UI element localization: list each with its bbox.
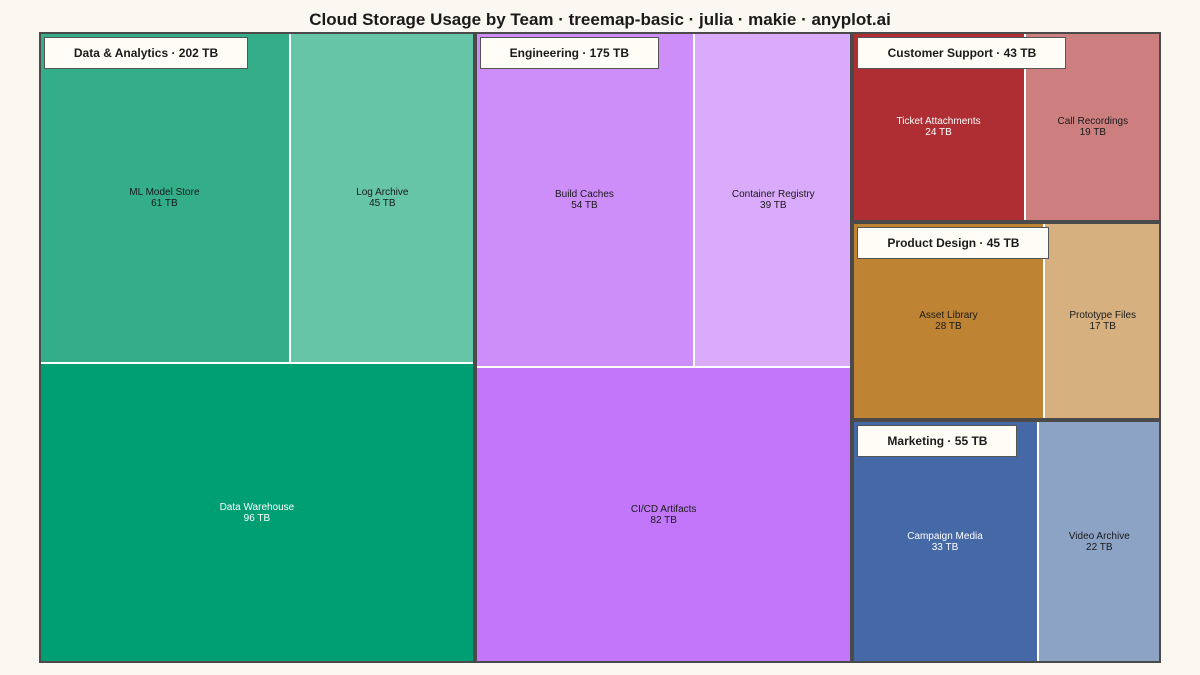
leaf-name-label: CI/CD Artifacts xyxy=(630,504,697,516)
group-label-customer-support: Customer Support · 43 TB xyxy=(857,37,1067,69)
treemap-leaf-prototype-files[interactable]: Prototype Files 17 TB xyxy=(1044,221,1161,421)
treemap-leaf-video-archive[interactable]: Video Archive 22 TB xyxy=(1037,420,1161,663)
leaf-value-label: 19 TB xyxy=(1079,126,1107,138)
leaf-value-label: 17 TB xyxy=(1089,321,1116,333)
treemap-leaf-data-warehouse[interactable]: Data Warehouse 96 TB xyxy=(39,363,475,663)
leaf-value-label: 22 TB xyxy=(1086,541,1113,553)
leaf-value-label: 61 TB xyxy=(151,197,178,209)
treemap-leaf-container-registry[interactable]: Container Registry 39 TB xyxy=(694,32,853,368)
leaf-name-label: Ticket Attachments xyxy=(896,115,981,127)
group-label-data-and-analytics: Data & Analytics · 202 TB xyxy=(44,37,248,69)
leaf-name-label: Prototype Files xyxy=(1069,310,1137,322)
treemap-plot-area: ML Model Store 61 TB Log Archive 45 TB Data … xyxy=(39,32,1161,663)
leaf-name-label: Data Warehouse xyxy=(219,502,295,514)
leaf-name-label: Asset Library xyxy=(919,310,978,322)
leaf-value-label: 28 TB xyxy=(935,321,962,333)
leaf-value-label: 33 TB xyxy=(931,541,959,553)
group-label-marketing: Marketing · 55 TB xyxy=(857,425,1018,458)
treemap-leaf-ml-model-store[interactable]: ML Model Store 61 TB xyxy=(39,32,290,364)
leaf-value-label: 82 TB xyxy=(650,515,677,527)
leaf-name-label: Build Caches xyxy=(555,188,614,200)
leaf-value-label: 45 TB xyxy=(369,197,396,209)
leaf-value-label: 96 TB xyxy=(243,513,271,525)
treemap-leaf-ci-cd-artifacts[interactable]: CI/CD Artifacts 82 TB xyxy=(474,367,853,663)
leaf-name-label: Video Archive xyxy=(1068,530,1130,542)
chart-title: Cloud Storage Usage by Team · treemap-ba… xyxy=(309,10,891,29)
leaf-name-label: Call Recordings xyxy=(1057,115,1129,127)
treemap-leaf-build-caches[interactable]: Build Caches 54 TB xyxy=(474,32,695,368)
group-label-engineering: Engineering · 175 TB xyxy=(479,37,659,69)
treemap-leaf-log-archive[interactable]: Log Archive 45 TB xyxy=(289,32,475,364)
leaf-value-label: 24 TB xyxy=(925,126,952,138)
leaf-name-label: Container Registry xyxy=(731,188,815,200)
leaf-name-label: Campaign Media xyxy=(907,530,983,542)
leaf-value-label: 54 TB xyxy=(571,199,598,211)
leaf-name-label: Log Archive xyxy=(356,186,409,198)
group-label-product-design: Product Design · 45 TB xyxy=(857,226,1050,259)
leaf-value-label: 39 TB xyxy=(760,199,787,211)
leaf-name-label: ML Model Store xyxy=(129,186,200,198)
